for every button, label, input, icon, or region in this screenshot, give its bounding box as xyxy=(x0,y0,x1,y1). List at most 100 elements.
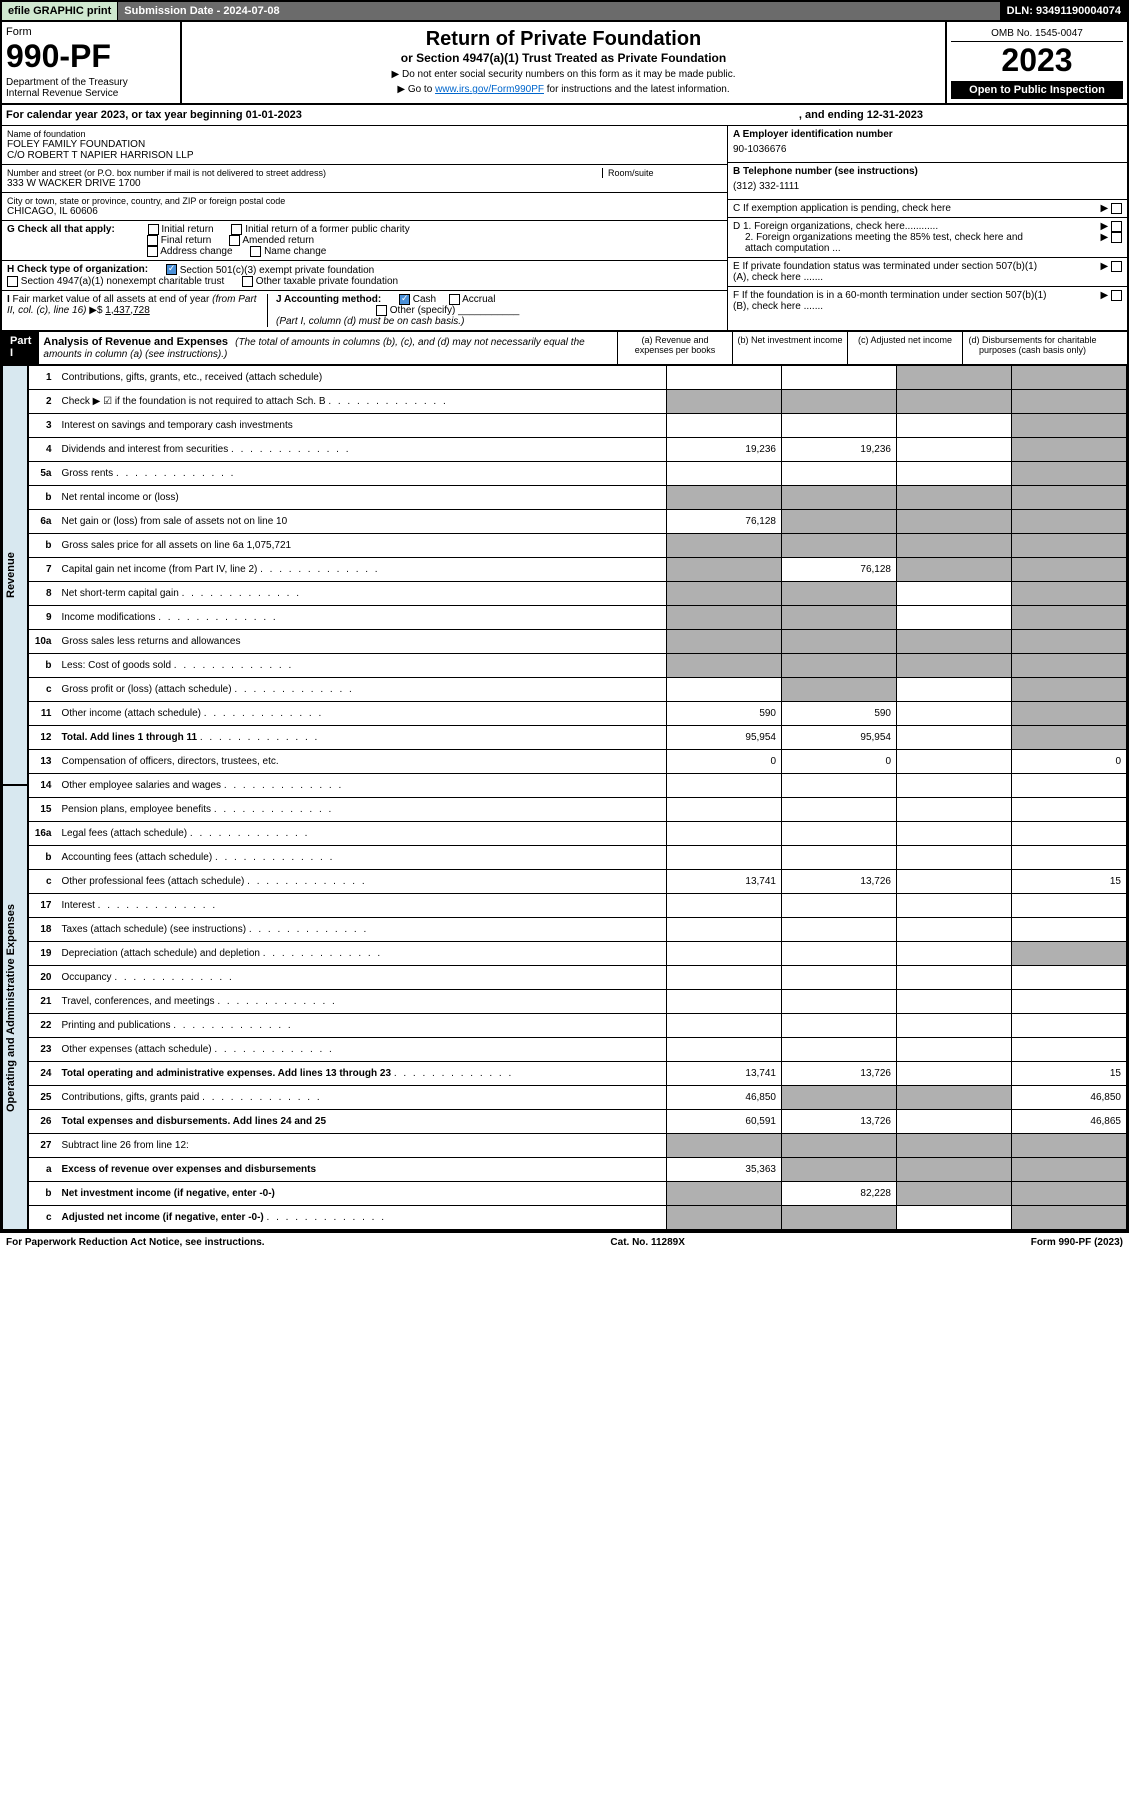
table-row: aExcess of revenue over expenses and dis… xyxy=(29,1157,1127,1181)
h-label: H Check type of organization: xyxy=(7,265,148,276)
checkbox-cash[interactable] xyxy=(399,294,410,305)
table-row: 24Total operating and administrative exp… xyxy=(29,1061,1127,1085)
checkbox-addr-change[interactable] xyxy=(147,246,158,257)
ein-value: 90-1036676 xyxy=(733,140,1122,159)
table-row: 6aNet gain or (loss) from sale of assets… xyxy=(29,509,1127,533)
checkbox-initial-former[interactable] xyxy=(231,224,242,235)
footer-right: Form 990-PF (2023) xyxy=(1031,1237,1123,1248)
footer-left: For Paperwork Reduction Act Notice, see … xyxy=(6,1237,265,1248)
col-b-hdr: (b) Net investment income xyxy=(732,332,847,364)
checkbox-accrual[interactable] xyxy=(449,294,460,305)
open-public: Open to Public Inspection xyxy=(951,81,1123,99)
table-row: 18Taxes (attach schedule) (see instructi… xyxy=(29,917,1127,941)
table-row: cOther professional fees (attach schedul… xyxy=(29,869,1127,893)
checkbox-initial[interactable] xyxy=(148,224,159,235)
checkbox-e[interactable] xyxy=(1111,261,1122,272)
e-label: E If private foundation status was termi… xyxy=(733,261,1053,283)
street-address: 333 W WACKER DRIVE 1700 xyxy=(7,178,326,189)
table-row: bLess: Cost of goods sold xyxy=(29,653,1127,677)
form-header: Form 990-PF Department of the TreasuryIn… xyxy=(2,22,1127,105)
table-row: 19Depreciation (attach schedule) and dep… xyxy=(29,941,1127,965)
addr-label: Number and street (or P.O. box number if… xyxy=(7,168,326,178)
table-row: 12Total. Add lines 1 through 11 95,95495… xyxy=(29,725,1127,749)
tax-year: 2023 xyxy=(951,42,1123,79)
i-label: I xyxy=(7,294,10,305)
table-row: bAccounting fees (attach schedule) xyxy=(29,845,1127,869)
form-container: efile GRAPHIC print Submission Date - 20… xyxy=(0,0,1129,1232)
checkbox-d2[interactable] xyxy=(1111,232,1122,243)
part-label: Part I xyxy=(2,332,39,364)
col-c-hdr: (c) Adjusted net income xyxy=(847,332,962,364)
page-footer: For Paperwork Reduction Act Notice, see … xyxy=(0,1232,1129,1252)
table-row: 11Other income (attach schedule) 590590 xyxy=(29,701,1127,725)
table-row: 2Check ▶ ☑ if the foundation is not requ… xyxy=(29,389,1127,413)
table-row: 9Income modifications xyxy=(29,605,1127,629)
checkbox-f[interactable] xyxy=(1111,290,1122,301)
form-title: Return of Private Foundation xyxy=(188,28,939,51)
cal-end: , and ending 12-31-2023 xyxy=(799,109,923,121)
foundation-name: FOLEY FAMILY FOUNDATIONC/O ROBERT T NAPI… xyxy=(7,139,722,161)
table-row: bGross sales price for all assets on lin… xyxy=(29,533,1127,557)
table-row: 27Subtract line 26 from line 12: xyxy=(29,1133,1127,1157)
top-bar: efile GRAPHIC print Submission Date - 20… xyxy=(2,2,1127,22)
analysis-table: 1Contributions, gifts, grants, etc., rec… xyxy=(28,365,1127,1230)
irs-link[interactable]: www.irs.gov/Form990PF xyxy=(435,84,544,95)
checkbox-final[interactable] xyxy=(147,235,158,246)
f-label: F If the foundation is in a 60-month ter… xyxy=(733,290,1053,312)
table-row: 20Occupancy xyxy=(29,965,1127,989)
table-row: 25Contributions, gifts, grants paid 46,8… xyxy=(29,1085,1127,1109)
col-a-hdr: (a) Revenue and expenses per books xyxy=(617,332,732,364)
table-row: 8Net short-term capital gain xyxy=(29,581,1127,605)
d1-label: D 1. Foreign organizations, check here..… xyxy=(733,221,938,232)
table-row: 4Dividends and interest from securities … xyxy=(29,437,1127,461)
city-zip: CHICAGO, IL 60606 xyxy=(7,206,722,217)
table-row: 14Other employee salaries and wages xyxy=(29,773,1127,797)
room-label: Room/suite xyxy=(608,168,722,178)
fmv-value: 1,437,728 xyxy=(105,305,150,316)
checkbox-501c3[interactable] xyxy=(166,264,177,275)
form-subtitle: or Section 4947(a)(1) Trust Treated as P… xyxy=(188,51,939,65)
main-table: Revenue Operating and Administrative Exp… xyxy=(2,365,1127,1230)
g-label: G Check all that apply: xyxy=(7,224,115,235)
part1-header: Part I Analysis of Revenue and Expenses … xyxy=(2,331,1127,365)
checkbox-d1[interactable] xyxy=(1111,221,1122,232)
table-row: cGross profit or (loss) (attach schedule… xyxy=(29,677,1127,701)
cal-begin: For calendar year 2023, or tax year begi… xyxy=(6,109,302,121)
table-row: 16aLegal fees (attach schedule) xyxy=(29,821,1127,845)
expenses-side-label: Operating and Administrative Expenses xyxy=(2,785,28,1230)
col-d-hdr: (d) Disbursements for charitable purpose… xyxy=(962,332,1102,364)
d2-label: 2. Foreign organizations meeting the 85%… xyxy=(733,232,1033,254)
phone-value: (312) 332-1111 xyxy=(733,177,1122,196)
checkbox-other-taxable[interactable] xyxy=(242,276,253,287)
table-row: 7Capital gain net income (from Part IV, … xyxy=(29,557,1127,581)
table-row: 3Interest on savings and temporary cash … xyxy=(29,413,1127,437)
omb-number: OMB No. 1545-0047 xyxy=(951,26,1123,42)
j-note: (Part I, column (d) must be on cash basi… xyxy=(276,316,464,327)
city-label: City or town, state or province, country… xyxy=(7,196,722,206)
entity-section: Name of foundation FOLEY FAMILY FOUNDATI… xyxy=(2,126,1127,331)
note-ssn: ▶ Do not enter social security numbers o… xyxy=(188,69,939,80)
form-label: Form xyxy=(6,26,176,38)
table-row: 22Printing and publications xyxy=(29,1013,1127,1037)
checkbox-4947[interactable] xyxy=(7,276,18,287)
checkbox-name-change[interactable] xyxy=(250,246,261,257)
table-row: 10aGross sales less returns and allowanc… xyxy=(29,629,1127,653)
table-row: 1Contributions, gifts, grants, etc., rec… xyxy=(29,365,1127,389)
table-row: 17Interest xyxy=(29,893,1127,917)
table-row: 21Travel, conferences, and meetings xyxy=(29,989,1127,1013)
efile-badge[interactable]: efile GRAPHIC print xyxy=(2,2,118,20)
checkbox-amended[interactable] xyxy=(229,235,240,246)
note-link: ▶ Go to www.irs.gov/Form990PF for instru… xyxy=(188,84,939,95)
calendar-year-row: For calendar year 2023, or tax year begi… xyxy=(2,105,1127,126)
dept-treasury: Department of the TreasuryInternal Reven… xyxy=(6,77,176,99)
checkbox-other-method[interactable] xyxy=(376,305,387,316)
table-row: bNet rental income or (loss) xyxy=(29,485,1127,509)
checkbox-c[interactable] xyxy=(1111,203,1122,214)
j-label: J Accounting method: xyxy=(276,294,381,305)
name-label: Name of foundation xyxy=(7,129,722,139)
table-row: 13Compensation of officers, directors, t… xyxy=(29,749,1127,773)
table-row: 26Total expenses and disbursements. Add … xyxy=(29,1109,1127,1133)
table-row: 5aGross rents xyxy=(29,461,1127,485)
phone-label: B Telephone number (see instructions) xyxy=(733,166,1122,177)
submission-date: Submission Date - 2024-07-08 xyxy=(118,2,1000,20)
